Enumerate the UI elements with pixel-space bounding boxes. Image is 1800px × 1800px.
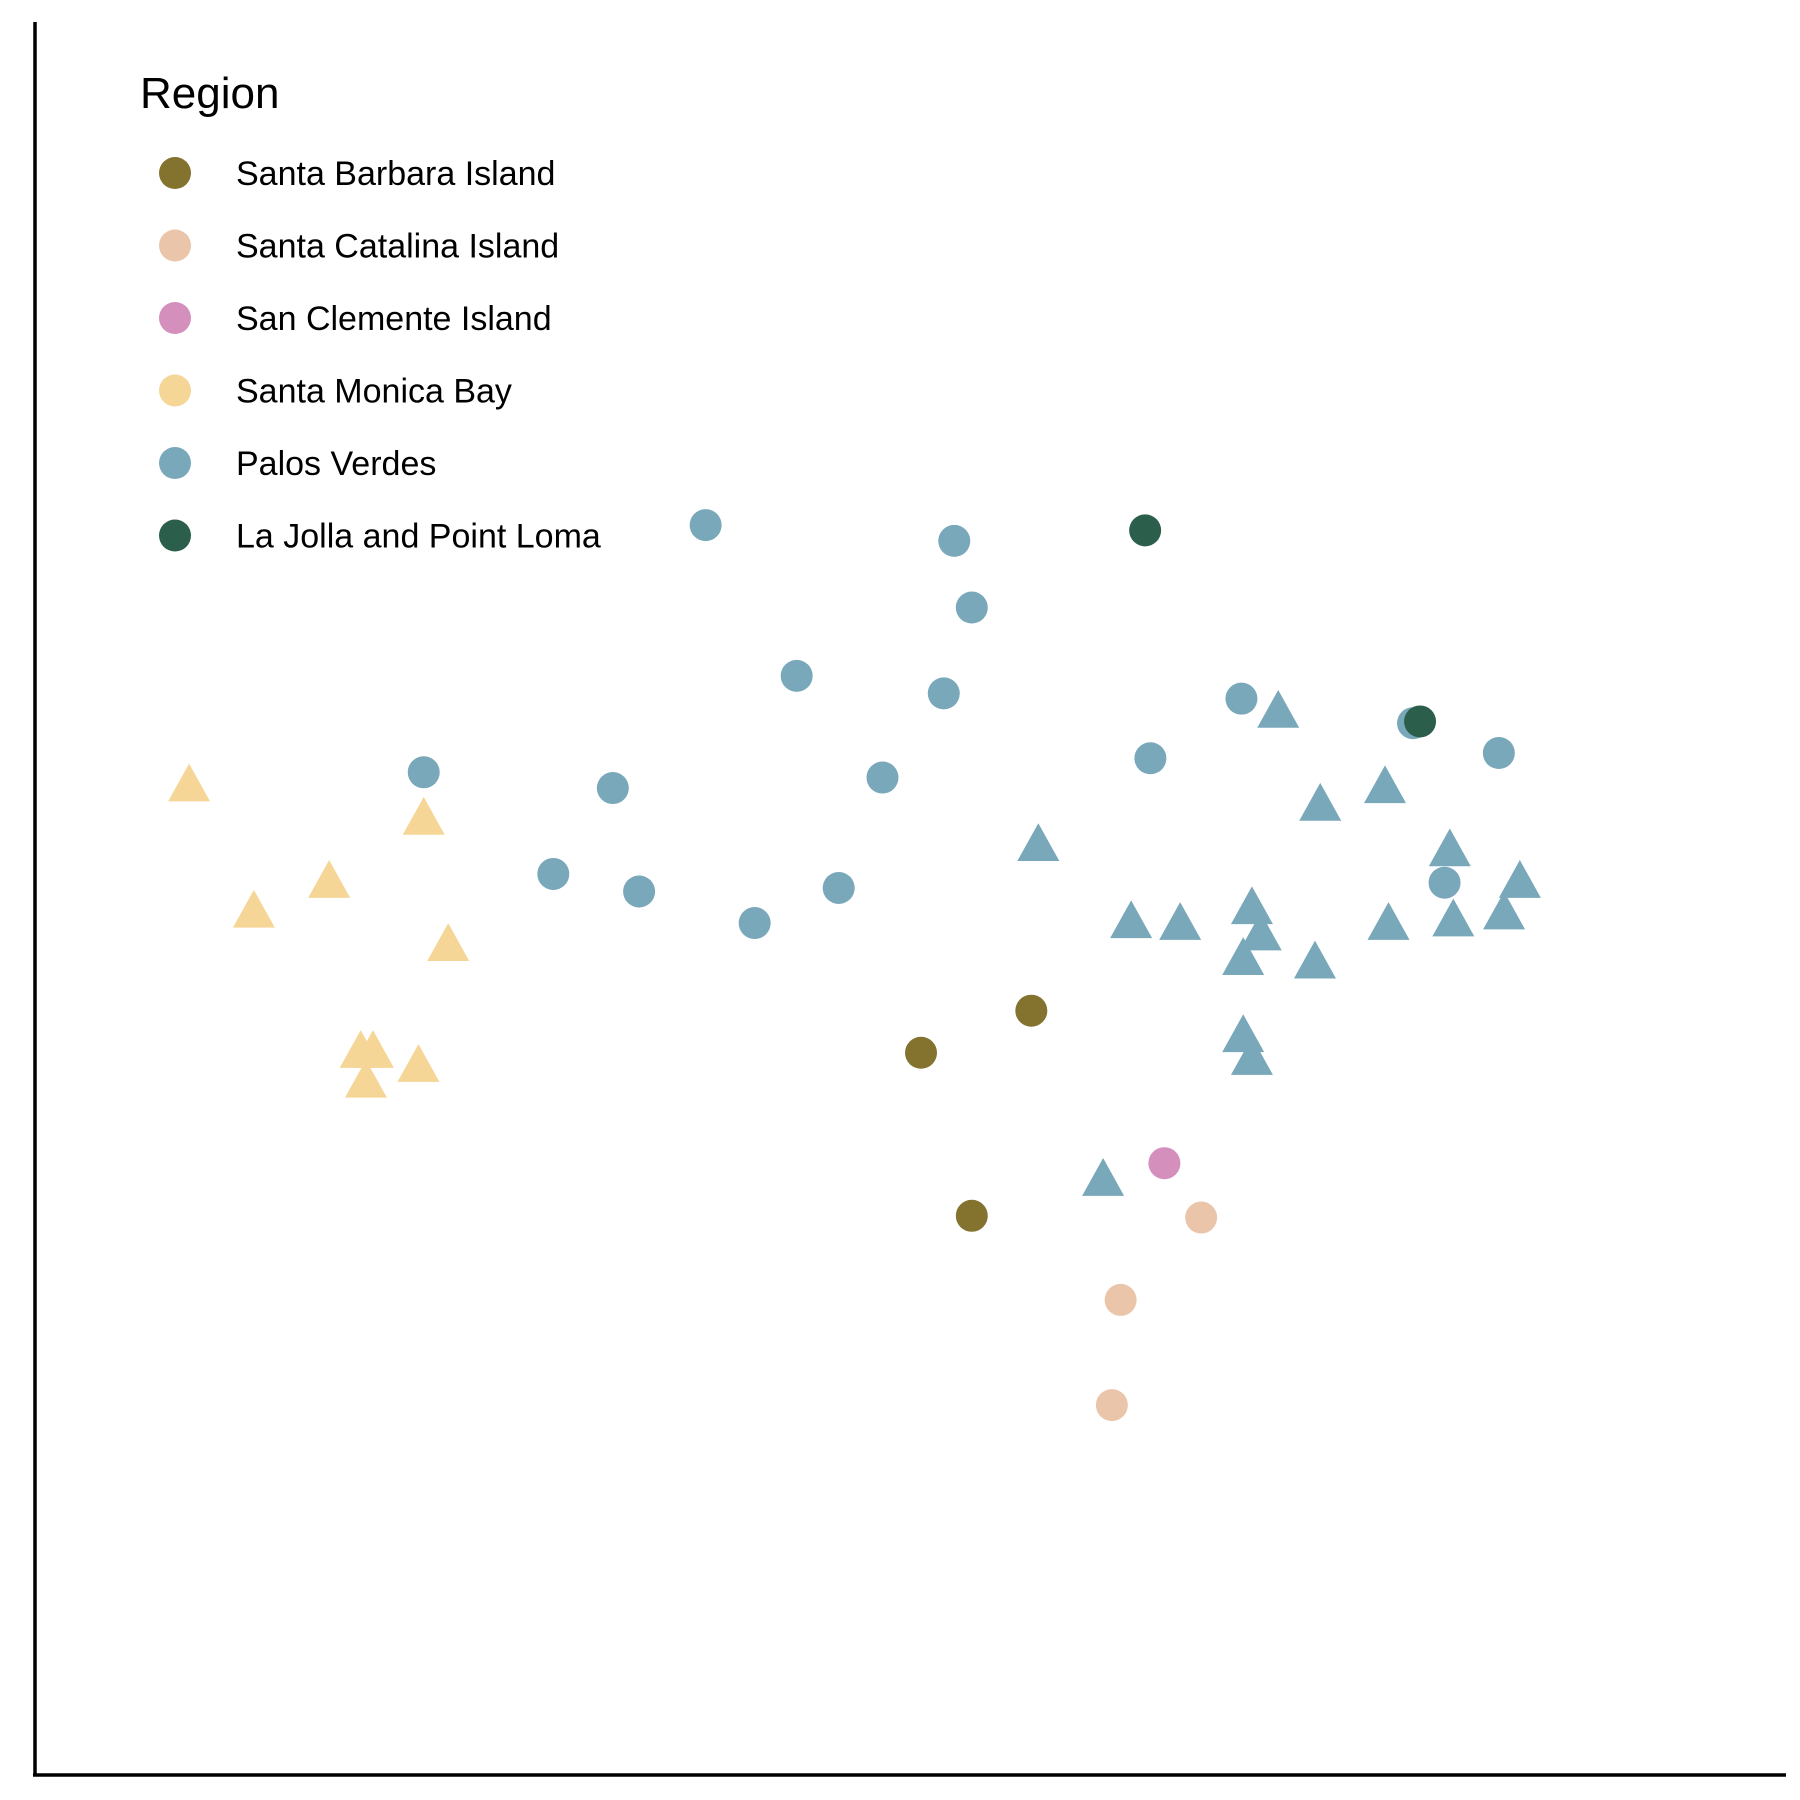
- point-palos-verdes-triangle-2: [1017, 823, 1060, 862]
- point-palos-verdes-circle-14: [623, 875, 656, 908]
- point-palos-verdes-circle-16: [738, 907, 771, 940]
- point-palos-verdes-circle-10: [866, 761, 899, 794]
- legend-label-santa-monica-bay: Santa Monica Bay: [236, 373, 512, 411]
- legend-item-santa-monica-bay: Santa Monica Bay: [159, 373, 512, 411]
- point-palos-verdes-triangle-12: [1432, 898, 1475, 937]
- legend-item-la-jolla-and-point-loma: La Jolla and Point Loma: [159, 518, 601, 556]
- point-palos-verdes-circle-6: [1225, 682, 1258, 715]
- legend-key-santa-barbara-island: [159, 157, 191, 189]
- point-palos-verdes-triangle-1: [1257, 690, 1300, 728]
- point-santa-barbara-island-circle-1: [1015, 994, 1048, 1027]
- legend-key-palos-verdes: [159, 447, 191, 479]
- point-santa-barbara-island-circle-2: [905, 1036, 938, 1069]
- point-santa-monica-bay-triangle-5: [427, 923, 470, 961]
- point-palos-verdes-triangle-11: [1367, 902, 1410, 940]
- legend: Region Santa Barbara Island Santa Catalin…: [140, 69, 601, 556]
- legend-key-la-jolla-and-point-loma: [159, 519, 191, 552]
- point-palos-verdes-triangle-9: [1230, 886, 1273, 925]
- point-palos-verdes-triangle-18: [1082, 1158, 1125, 1196]
- point-palos-verdes-triangle-10: [1239, 912, 1282, 951]
- legend-label-san-clemente-island: San Clemente Island: [236, 300, 552, 338]
- point-palos-verdes-triangle-14: [1222, 937, 1265, 975]
- legend-key-santa-catalina-island: [159, 229, 191, 262]
- point-san-clemente-island-circle-1: [1148, 1147, 1181, 1180]
- point-palos-verdes-circle-12: [596, 772, 629, 805]
- legend-item-san-clemente-island: San Clemente Island: [159, 300, 552, 338]
- point-la-jolla-and-point-loma-circle-2: [1404, 705, 1437, 738]
- legend-entries: Santa Barbara Island Santa Catalina Islan…: [159, 155, 601, 556]
- point-palos-verdes-triangle-3: [1299, 782, 1342, 821]
- point-santa-barbara-island-circle-3: [955, 1199, 988, 1232]
- point-palos-verdes-triangle-16: [1222, 1014, 1265, 1053]
- legend-title: Region: [140, 69, 279, 118]
- point-palos-verdes-circle-4: [780, 659, 813, 692]
- point-palos-verdes-circle-17: [1428, 866, 1461, 899]
- point-palos-verdes-triangle-6: [1498, 860, 1541, 898]
- point-palos-verdes-triangle-4: [1364, 765, 1407, 804]
- point-palos-verdes-circle-9: [1134, 742, 1167, 775]
- point-palos-verdes-circle-8: [1482, 737, 1515, 770]
- point-santa-monica-bay-triangle-9: [397, 1044, 440, 1082]
- legend-label-palos-verdes: Palos Verdes: [236, 445, 436, 483]
- legend-label-santa-catalina-island: Santa Catalina Island: [236, 228, 559, 266]
- point-santa-monica-bay-triangle-8: [344, 1059, 387, 1098]
- point-santa-monica-bay-triangle-1: [168, 763, 211, 802]
- point-palos-verdes-circle-1: [689, 509, 722, 542]
- point-palos-verdes-triangle-7: [1110, 900, 1153, 939]
- point-palos-verdes-circle-15: [822, 871, 855, 904]
- point-palos-verdes-circle-2: [938, 524, 971, 557]
- point-santa-catalina-island-circle-3: [1095, 1389, 1128, 1422]
- point-santa-monica-bay-triangle-4: [232, 889, 275, 928]
- point-palos-verdes-circle-11: [407, 756, 440, 789]
- point-palos-verdes-triangle-8: [1159, 902, 1202, 940]
- point-palos-verdes-circle-3: [955, 591, 988, 624]
- legend-item-santa-catalina-island: Santa Catalina Island: [159, 228, 559, 266]
- data-points: [168, 509, 1541, 1422]
- legend-key-san-clemente-island: [159, 302, 191, 334]
- point-palos-verdes-triangle-17: [1230, 1037, 1273, 1075]
- point-santa-monica-bay-triangle-2: [402, 796, 445, 835]
- legend-item-palos-verdes: Palos Verdes: [159, 445, 436, 483]
- point-palos-verdes-circle-5: [927, 677, 960, 710]
- legend-label-la-jolla-and-point-loma: La Jolla and Point Loma: [236, 518, 601, 556]
- point-santa-monica-bay-triangle-3: [308, 860, 351, 898]
- legend-key-santa-monica-bay: [159, 374, 191, 407]
- legend-label-santa-barbara-island: Santa Barbara Island: [236, 155, 555, 193]
- point-santa-catalina-island-circle-2: [1104, 1283, 1137, 1316]
- point-santa-catalina-island-circle-1: [1185, 1201, 1218, 1234]
- point-la-jolla-and-point-loma-circle-1: [1129, 514, 1162, 547]
- point-palos-verdes-circle-13: [537, 857, 570, 890]
- point-santa-monica-bay-triangle-7: [351, 1030, 394, 1068]
- point-palos-verdes-triangle-5: [1428, 828, 1471, 867]
- point-palos-verdes-triangle-13: [1483, 891, 1526, 930]
- point-palos-verdes-triangle-15: [1293, 940, 1336, 979]
- legend-item-santa-barbara-island: Santa Barbara Island: [159, 155, 555, 193]
